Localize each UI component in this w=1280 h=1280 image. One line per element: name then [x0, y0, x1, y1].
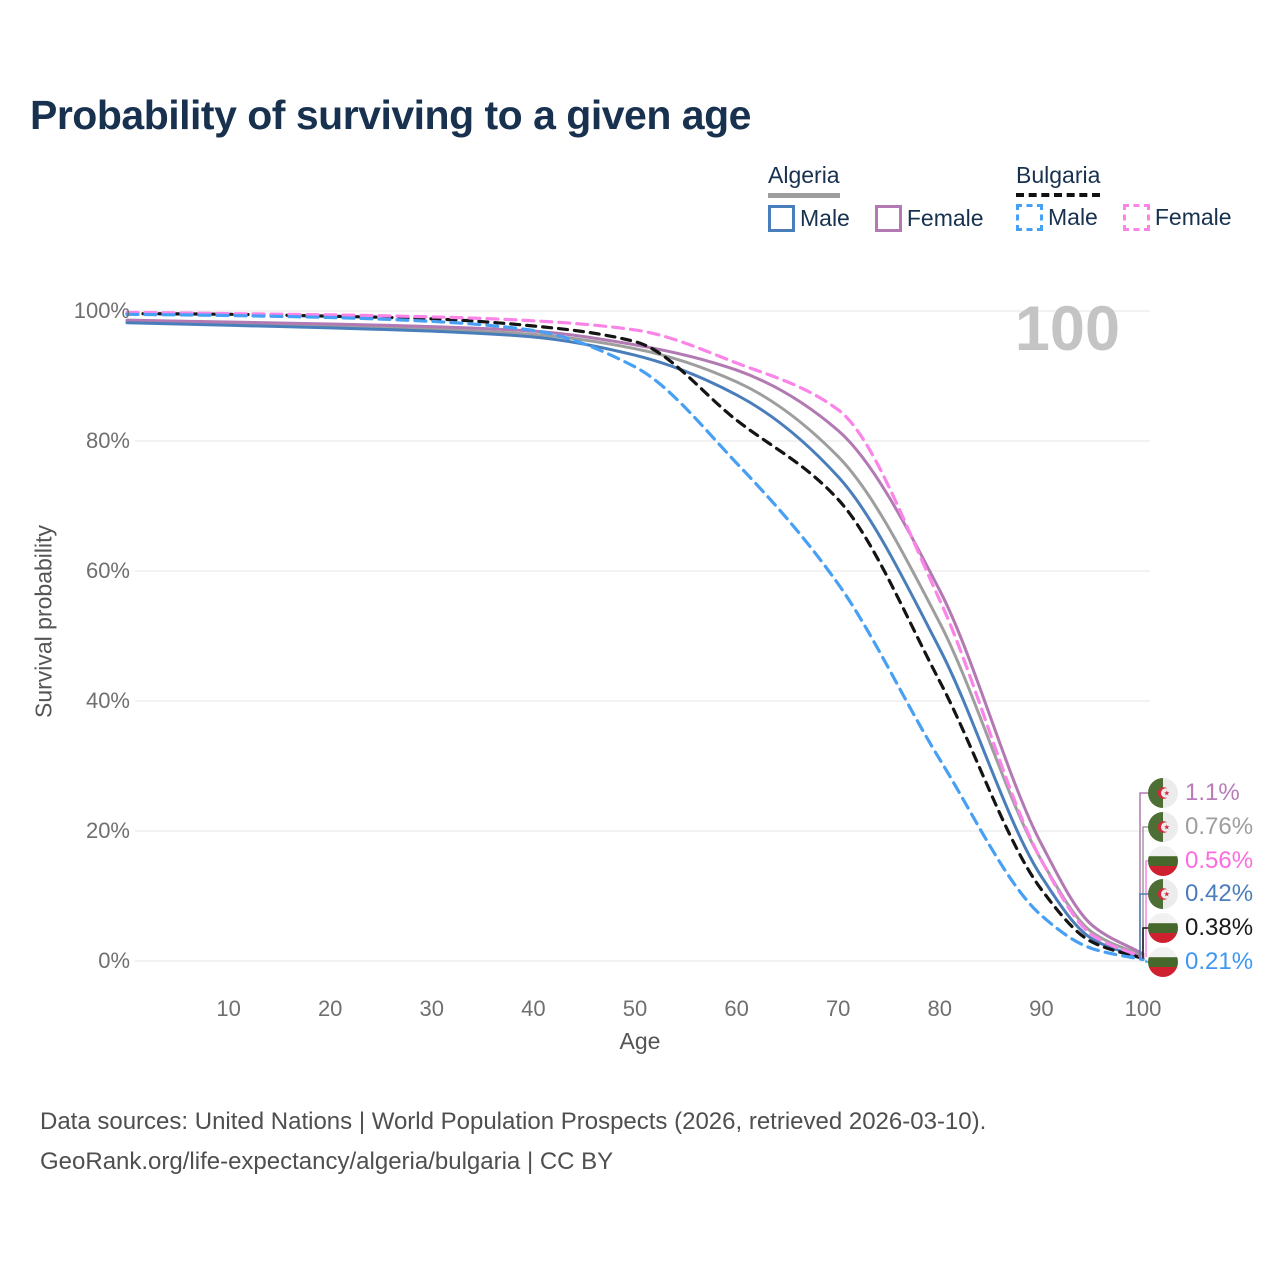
legend-header-bulgaria-label: Bulgaria: [1016, 162, 1101, 188]
curve-end-label-bulgaria-female: 0.56%: [1148, 844, 1253, 878]
legend-group-algeria: Algeria Male Female: [768, 162, 984, 232]
curve-bulgaria[interactable]: [125, 312, 1145, 961]
end-label-value: 0.38%: [1185, 914, 1254, 941]
curve-algeria[interactable]: [125, 319, 1145, 958]
x-tick-label: 20: [317, 996, 343, 1021]
bulgaria-female-swatch-icon: [1122, 204, 1150, 231]
y-tick-label: 100%: [73, 298, 130, 323]
legend-item-bulgaria-female[interactable]: Female: [1122, 204, 1232, 231]
x-axis-title: Age: [619, 1028, 661, 1054]
x-tick-label: 30: [419, 996, 445, 1021]
algeria-combined-line-swatch: [768, 193, 840, 198]
y-tick-label: 20%: [85, 818, 130, 843]
legend-item-label: Female: [1154, 204, 1232, 230]
end-label-value: 0.76%: [1185, 813, 1254, 840]
x-tick-label: 40: [521, 996, 546, 1021]
curve-end-label-bulgaria-male: 0.21%: [1148, 945, 1253, 979]
x-tick-label: 60: [724, 996, 749, 1021]
x-tick-label: 50: [622, 996, 648, 1021]
curve-bulgaria-male[interactable]: [125, 312, 1145, 962]
y-tick-label: 40%: [85, 688, 130, 713]
x-tick-label: 70: [825, 996, 851, 1021]
end-label-value: 0.42%: [1185, 880, 1254, 907]
legend-item-label: Female: [906, 205, 984, 231]
end-label-value: 1.1%: [1185, 779, 1240, 806]
curve-end-label-algeria: 0.76%: [1148, 810, 1253, 844]
chart-title: Probability of surviving to a given age: [30, 92, 751, 138]
algeria-male-swatch-icon: [768, 205, 795, 232]
legend-group-bulgaria: Bulgaria Male Female: [1016, 162, 1232, 231]
end-label-value: 0.56%: [1185, 847, 1254, 874]
legend-item-algeria-female[interactable]: Female: [874, 205, 984, 232]
curve-end-label-algeria-male: 0.42%: [1148, 877, 1253, 911]
curve-algeria-male[interactable]: [125, 321, 1145, 960]
bulgaria-flag-icon: [1148, 947, 1178, 977]
legend-item-algeria-male[interactable]: Male: [768, 205, 850, 232]
attribution-text: GeoRank.org/life-expectancy/algeria/bulg…: [40, 1148, 614, 1175]
y-tick-label: 60%: [85, 558, 130, 583]
algeria-flag-icon: [1148, 812, 1178, 842]
algeria-flag-icon: [1148, 778, 1178, 808]
x-tick-label: 80: [927, 996, 953, 1021]
x-tick-label: 10: [216, 996, 241, 1021]
algeria-flag-icon: [1148, 879, 1178, 909]
bulgaria-flag-icon: [1148, 913, 1178, 943]
bulgaria-flag-icon: [1148, 846, 1178, 876]
x-tick-label: 100: [1124, 996, 1162, 1021]
legend-item-label: Male: [1048, 204, 1098, 230]
y-tick-label: 80%: [85, 428, 130, 453]
legend-item-bulgaria-male[interactable]: Male: [1016, 204, 1098, 231]
end-label-value: 0.21%: [1185, 948, 1254, 975]
curve-algeria-female[interactable]: [125, 318, 1145, 956]
legend-item-label: Male: [800, 205, 850, 231]
end-label-leader-line: [1142, 826, 1150, 957]
hover-age-watermark: 100: [1014, 294, 1120, 364]
curve-end-label-bulgaria: 0.38%: [1148, 911, 1253, 945]
x-tick-label: 90: [1029, 996, 1054, 1021]
curve-end-label-algeria-female: 1.1%: [1148, 776, 1240, 810]
bulgaria-combined-line-swatch: [1016, 193, 1101, 197]
bulgaria-male-swatch-icon: [1016, 204, 1043, 231]
curve-bulgaria-female[interactable]: [125, 310, 1145, 959]
legend-header-bulgaria: Bulgaria: [1016, 162, 1101, 197]
end-label-leader-line: [1139, 893, 1150, 959]
legend-header-algeria-label: Algeria: [768, 162, 840, 188]
end-label-leader-line: [1142, 927, 1150, 959]
legend-header-algeria: Algeria: [768, 162, 840, 198]
algeria-female-swatch-icon: [874, 205, 902, 232]
y-tick-label: 0%: [98, 948, 130, 973]
data-sources-text: Data sources: United Nations | World Pop…: [40, 1108, 987, 1135]
